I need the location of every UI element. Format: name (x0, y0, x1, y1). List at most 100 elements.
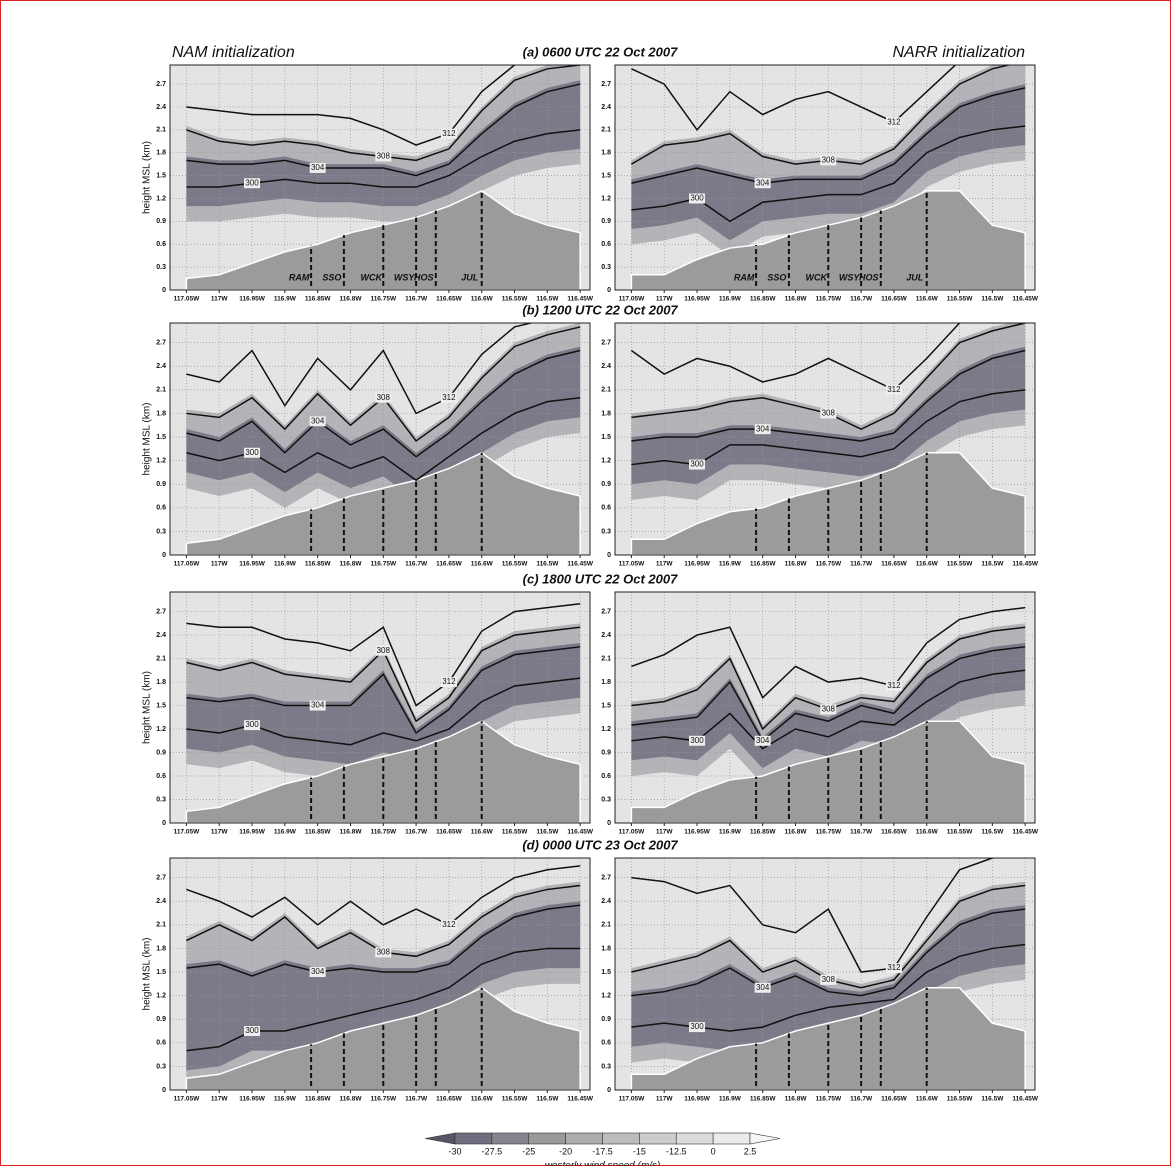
contour-label-bg (689, 193, 706, 204)
colorbar-box (712, 1132, 751, 1145)
contour-label: 304 (311, 701, 325, 710)
y-axis-label: height MSL (km) (142, 938, 153, 1011)
contour-label-bg (820, 974, 837, 985)
contour-label: 304 (756, 736, 770, 745)
isentrope (631, 349, 1026, 442)
x-tick-label: 117.05W (174, 829, 201, 836)
contour-label-bg (440, 128, 457, 139)
x-tick-label: 116.7W (850, 1096, 873, 1103)
contour-label: 312 (442, 920, 456, 929)
isentrope (186, 646, 581, 735)
contour-label-bg (309, 700, 326, 711)
y-tick-label: 0 (162, 1087, 166, 1094)
isentrope (630, 323, 962, 391)
x-tick-label: 116.85W (305, 1096, 332, 1103)
x-tick-label: 116.5W (536, 1096, 559, 1103)
contour-label-bg (440, 392, 457, 403)
y-tick-label: 0.6 (601, 241, 611, 248)
y-tick-label: 0 (162, 820, 166, 827)
x-tick-label: 116.6W (916, 1096, 939, 1103)
contour-label: 312 (442, 129, 456, 138)
contour-label-bg (244, 178, 261, 189)
x-tick-label: 116.9W (274, 296, 297, 303)
wind-shading (186, 901, 581, 1071)
y-tick-label: 0.6 (156, 241, 166, 248)
x-tick-label: 116.75W (815, 561, 842, 568)
contour-label: 300 (690, 460, 704, 469)
contour-label: 308 (822, 155, 836, 164)
x-tick-label: 116.65W (881, 829, 908, 836)
x-tick-label: 116.65W (881, 1096, 908, 1103)
colorbar-tick-label: -25 (522, 1146, 535, 1156)
colorbar-tick-label: -17.5 (592, 1146, 613, 1156)
y-tick-label: 2.7 (156, 340, 166, 347)
y-tick-label: 2.1 (601, 127, 611, 134)
y-tick-label: 1.2 (156, 992, 166, 999)
y-tick-label: 2.4 (156, 104, 166, 111)
x-tick-label: 116.8W (339, 829, 362, 836)
x-tick-label: 116.85W (305, 829, 332, 836)
contour-label: 304 (756, 424, 770, 433)
contour-label: 308 (377, 393, 391, 402)
y-tick-label: 1.2 (156, 195, 166, 202)
x-tick-label: 116.45W (1012, 829, 1039, 836)
x-tick-label: 116.95W (684, 296, 711, 303)
contour-label-bg (885, 117, 902, 128)
colorbar-label: westerly wind speed (m/s) (545, 1161, 661, 1166)
y-tick-label: 2.7 (156, 875, 166, 882)
contour-label-bg (754, 735, 771, 746)
y-tick-label: 1.5 (601, 702, 611, 709)
plot-frame (169, 64, 591, 291)
x-tick-label: 117.05W (174, 296, 201, 303)
contour-label-bg (754, 424, 771, 435)
x-tick-label: 116.5W (981, 296, 1004, 303)
colorbar-box (602, 1132, 640, 1145)
x-tick-label: 116.9W (274, 561, 297, 568)
station-label: WSY (394, 272, 415, 282)
x-tick-label: 116.6W (916, 296, 939, 303)
x-tick-label: 117W (211, 829, 228, 836)
wind-shading (186, 80, 581, 207)
x-tick-label: 117W (211, 561, 228, 568)
wind-shading (631, 642, 1026, 769)
contour-label-bg (885, 680, 902, 691)
panel: 300 304 308 312 0 0.3 0.6 0.9 1.2 1.5 1.8 2.1 2.4 2.7… (601, 322, 1039, 568)
contour-label-bg (244, 1026, 261, 1037)
y-tick-label: 0.9 (156, 481, 166, 488)
contour-label-bg (820, 155, 837, 166)
x-tick-label: 116.9W (719, 1096, 742, 1103)
colorbar-box (675, 1132, 714, 1145)
isentrope (631, 646, 1026, 742)
x-tick-label: 116.6W (916, 829, 939, 836)
y-tick-label: 2.1 (156, 387, 166, 394)
panel-title: (d) 0000 UTC 23 Oct 2007 (522, 837, 678, 852)
x-tick-label: 116.7W (850, 296, 873, 303)
contour-label-bg (820, 704, 837, 715)
contour-label: 300 (245, 448, 259, 457)
contour-label-bg (689, 1022, 706, 1033)
contour-label-bg (885, 963, 902, 974)
x-tick-label: 116.55W (947, 296, 974, 303)
colorbar-box (491, 1132, 530, 1145)
y-tick-label: 1.8 (601, 945, 611, 952)
x-tick-label: 116.8W (784, 296, 807, 303)
x-tick-label: 117.05W (619, 1096, 646, 1103)
x-tick-label: 117W (656, 829, 673, 836)
contour-label: 308 (377, 646, 391, 655)
x-tick-label: 116.45W (1012, 1096, 1039, 1103)
plot-area: 300 304 308 312 (615, 858, 1035, 1090)
x-tick-label: 116.5W (981, 829, 1004, 836)
contour-label-bg (689, 459, 706, 470)
x-tick-label: 116.65W (881, 561, 908, 568)
x-tick-label: 116.85W (750, 1096, 777, 1103)
contour-label: 308 (822, 705, 836, 714)
x-tick-label: 117W (656, 561, 673, 568)
x-tick-label: 116.55W (502, 1096, 529, 1103)
contour-label-bg (375, 392, 392, 403)
station-label: WSY (839, 272, 860, 282)
y-tick-label: 2.1 (601, 655, 611, 662)
x-tick-label: 116.9W (274, 1096, 297, 1103)
x-tick-label: 116.55W (947, 1096, 974, 1103)
x-tick-label: 117W (656, 296, 673, 303)
panel: 300 304 308 312 0 0.3 0.6 0.9 1.2 1.5 1.8 2.1 2.4 2.7… (142, 837, 679, 1102)
